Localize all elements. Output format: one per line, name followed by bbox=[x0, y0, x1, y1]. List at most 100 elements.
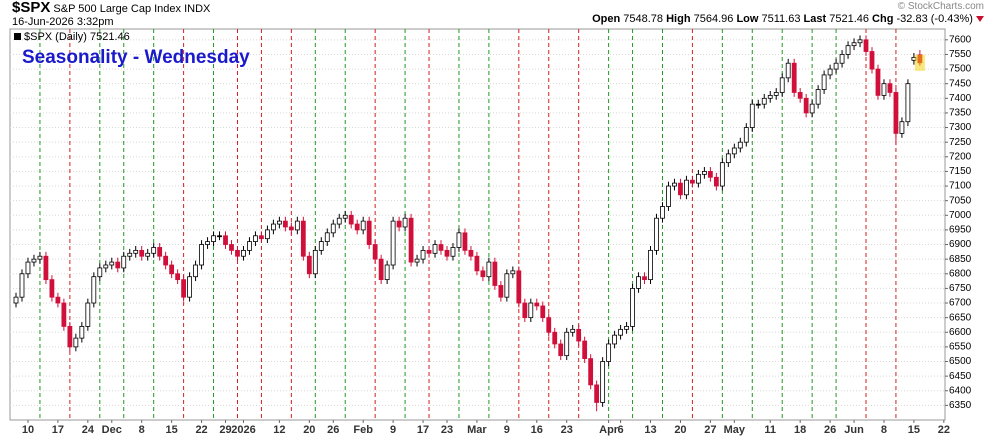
candle-body bbox=[444, 249, 450, 257]
y-tick-label: 7200 bbox=[949, 151, 972, 162]
candle-body bbox=[259, 235, 264, 240]
candle-body bbox=[630, 287, 635, 327]
candle-body bbox=[887, 83, 893, 93]
y-tick-label: 7550 bbox=[949, 49, 972, 60]
x-tick-label: 16 bbox=[531, 424, 543, 436]
y-tick-label: 6450 bbox=[949, 371, 972, 382]
watermark: © StockCharts.com bbox=[897, 1, 984, 12]
x-tick-label: 23 bbox=[441, 424, 453, 436]
candle-body bbox=[678, 182, 683, 196]
candle-body bbox=[624, 326, 629, 330]
candle-body bbox=[713, 176, 719, 187]
candle-body bbox=[372, 244, 378, 260]
x-tick-label: 6 bbox=[618, 424, 624, 436]
candle-body bbox=[546, 317, 552, 333]
x-tick-label: 20 bbox=[674, 424, 686, 436]
quote-label: Chg bbox=[872, 13, 894, 25]
y-tick-label: 6600 bbox=[949, 327, 972, 338]
candle-body bbox=[468, 249, 474, 257]
candle-body bbox=[61, 302, 67, 327]
datetime: 16-Jun-2026 3:32pm bbox=[12, 16, 114, 28]
candle-body bbox=[809, 103, 815, 114]
candle-body bbox=[905, 83, 911, 123]
candle-body bbox=[737, 141, 743, 149]
candle-body bbox=[348, 214, 354, 225]
candle-body bbox=[773, 92, 779, 96]
y-tick-label: 7450 bbox=[949, 78, 972, 89]
candle-body bbox=[402, 217, 408, 228]
candle-body bbox=[588, 358, 594, 386]
header: $SPX S&P 500 Large Cap Index INDX 16-Jun… bbox=[12, 0, 210, 29]
x-tick-label: 13 bbox=[644, 424, 656, 436]
y-tick-label: 7050 bbox=[949, 195, 972, 206]
candle-body bbox=[660, 206, 665, 219]
quote-label: High bbox=[666, 13, 691, 25]
candle-body bbox=[606, 343, 612, 362]
candle-body bbox=[324, 232, 330, 243]
candle-body bbox=[175, 273, 181, 281]
candle-body bbox=[474, 255, 480, 272]
y-tick-label: 7100 bbox=[949, 181, 972, 192]
candle-body bbox=[528, 302, 534, 319]
quote-label: Last bbox=[803, 13, 827, 25]
candle-body bbox=[187, 276, 192, 298]
candle-body bbox=[336, 217, 342, 225]
x-tick-label: 29 bbox=[219, 424, 231, 436]
candle-body bbox=[157, 247, 163, 257]
quote-value: 7521.46 bbox=[829, 13, 869, 25]
candle-body bbox=[13, 296, 19, 304]
candle-body bbox=[43, 255, 49, 281]
candle-body bbox=[288, 226, 294, 231]
candle-body bbox=[199, 244, 204, 266]
candle-body bbox=[121, 255, 127, 269]
candle-body bbox=[767, 94, 773, 99]
x-tick-label: 17 bbox=[417, 424, 429, 436]
y-tick-label: 6550 bbox=[949, 342, 972, 353]
candle-body bbox=[282, 220, 288, 228]
candle-body bbox=[55, 296, 61, 304]
x-tick-label: Jun bbox=[844, 424, 864, 436]
candle-body bbox=[618, 328, 623, 336]
candle-body bbox=[576, 328, 582, 342]
candle-body bbox=[438, 244, 444, 251]
candle-body bbox=[696, 173, 701, 184]
candle-body bbox=[223, 235, 228, 245]
candle-body bbox=[899, 121, 905, 134]
x-tick-label: 22 bbox=[938, 424, 950, 436]
candle-body bbox=[725, 153, 731, 164]
candle-body bbox=[558, 343, 564, 357]
candle-body bbox=[312, 249, 318, 275]
x-tick-label: 23 bbox=[561, 424, 573, 436]
candle-body bbox=[785, 62, 791, 79]
candle-body bbox=[103, 264, 109, 269]
candle-body bbox=[731, 147, 737, 155]
candle-body bbox=[49, 279, 55, 298]
candle-body bbox=[648, 249, 653, 281]
candle-body bbox=[456, 232, 462, 248]
y-tick-label: 7350 bbox=[949, 108, 972, 119]
candle-body bbox=[570, 328, 576, 333]
candle-body bbox=[833, 62, 839, 70]
quote: Open 7548.78 High 7564.96 Low 7511.63 La… bbox=[592, 13, 984, 26]
candle-body bbox=[360, 220, 366, 231]
candle-body bbox=[522, 302, 528, 319]
candle-body bbox=[869, 51, 875, 70]
candle-body bbox=[612, 334, 617, 345]
candle-body bbox=[247, 241, 252, 251]
candle-body bbox=[701, 171, 707, 175]
symbol: $SPX bbox=[12, 0, 51, 16]
candle-body bbox=[600, 361, 606, 403]
candle-body bbox=[432, 244, 438, 254]
quote-value: 7548.78 bbox=[623, 13, 664, 25]
candle-body bbox=[127, 252, 133, 257]
x-tick-label: 2026 bbox=[231, 424, 255, 436]
x-tick-label: 8 bbox=[881, 424, 887, 436]
candle-body bbox=[19, 273, 25, 298]
y-tick-label: 7400 bbox=[949, 93, 972, 104]
plot-area bbox=[9, 28, 946, 421]
candle-body bbox=[845, 45, 851, 55]
x-tick-label: 24 bbox=[82, 424, 95, 436]
candle-body bbox=[707, 171, 713, 178]
candle-body bbox=[504, 273, 510, 298]
